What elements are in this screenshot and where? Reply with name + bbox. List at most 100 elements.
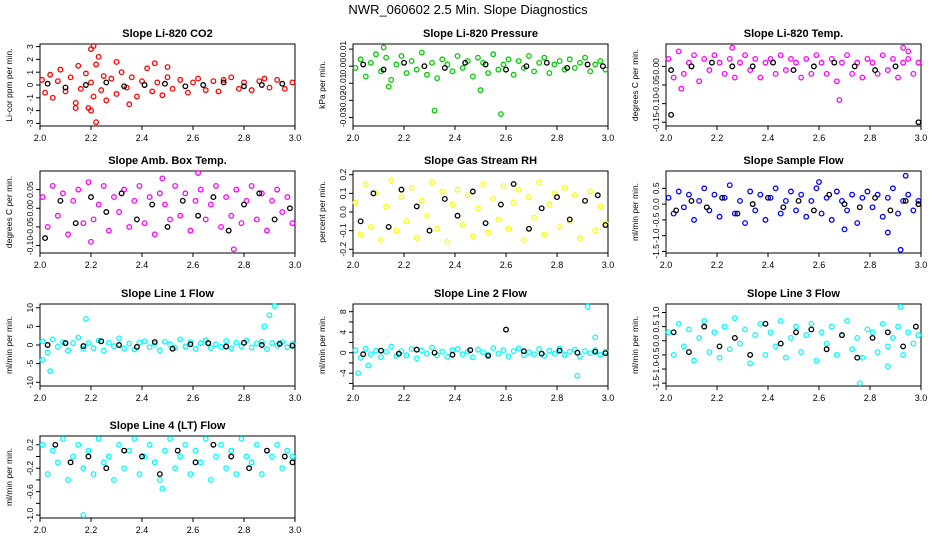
data-point	[716, 59, 723, 66]
data-point	[777, 52, 784, 59]
highlight-point	[523, 63, 530, 70]
data-point	[54, 78, 61, 85]
data-point	[116, 209, 122, 215]
data-point	[731, 74, 738, 81]
data-point	[561, 351, 568, 358]
data-point	[884, 363, 891, 370]
y-tick-label: -0.05	[651, 75, 661, 95]
data-point	[212, 341, 219, 348]
y-tick-label: 0.0	[651, 198, 661, 210]
data-point	[510, 199, 517, 206]
data-point	[367, 223, 374, 230]
data-point	[151, 231, 158, 238]
data-point	[701, 318, 708, 324]
data-point	[141, 453, 148, 460]
highlight-point	[892, 63, 899, 70]
data-point	[762, 216, 769, 223]
highlight-point	[182, 83, 189, 90]
y-tick-label: 0.0	[338, 206, 348, 218]
highlight-point	[52, 441, 59, 448]
data-point	[884, 67, 891, 74]
y-tick-label: 0.5	[651, 182, 661, 194]
data-point	[431, 107, 438, 114]
data-point	[218, 223, 224, 230]
x-tick-label: 2.0	[660, 393, 673, 403]
y-axis-label: degrees C per min.	[630, 49, 640, 121]
data-point	[879, 320, 886, 327]
x-tick-label: 2.4	[449, 260, 462, 270]
highlight-point	[510, 181, 517, 187]
data-point	[526, 53, 532, 59]
highlight-point	[139, 453, 145, 460]
y-tick-label: -3	[25, 119, 35, 127]
data-point	[859, 74, 866, 81]
data-point	[902, 172, 909, 179]
data-point	[551, 61, 558, 68]
highlight-point	[566, 216, 573, 223]
data-point	[429, 59, 435, 66]
chart-panel: Slope Amb. Box Temp. 2.0 2.2 2.4 2.6 2.8 3.0 -0…	[4, 155, 301, 270]
highlight-point	[688, 198, 695, 204]
data-point	[798, 349, 805, 356]
data-point	[808, 198, 815, 204]
y-tick-label: -5	[25, 360, 35, 368]
highlight-point	[469, 188, 476, 195]
data-point	[836, 96, 843, 103]
data-point	[418, 347, 425, 354]
highlight-point	[673, 207, 680, 214]
highlight-point	[497, 201, 504, 208]
data-point	[72, 105, 79, 112]
highlight-point	[195, 212, 202, 219]
x-tick-label: 2.4	[762, 393, 775, 403]
data-point	[602, 220, 609, 227]
data-point	[373, 347, 379, 354]
x-tick-label: 2.2	[711, 393, 724, 403]
highlight-point	[380, 66, 387, 73]
data-point	[75, 62, 82, 69]
highlight-point	[703, 204, 710, 211]
data-point	[398, 194, 405, 201]
data-point	[72, 99, 79, 106]
data-point	[274, 76, 281, 83]
highlight-point	[103, 79, 110, 86]
y-tick-label: -0.1	[338, 223, 348, 238]
data-point	[95, 435, 102, 442]
data-point	[192, 345, 199, 352]
data-point	[258, 338, 265, 345]
data-point	[464, 192, 471, 199]
x-tick-label: 3.0	[602, 133, 615, 143]
data-point	[151, 60, 158, 67]
data-point	[164, 64, 171, 71]
x-tick-label: 2.0	[34, 260, 47, 270]
data-point	[490, 51, 497, 58]
data-point	[536, 59, 543, 66]
data-point	[80, 512, 87, 519]
y-tick-label: 0.1	[338, 187, 348, 199]
x-tick-label: 2.8	[551, 260, 564, 270]
y-tick-label: -0.02	[338, 90, 348, 110]
x-tick-label: 2.8	[238, 133, 251, 143]
data-point	[271, 303, 278, 309]
data-point	[566, 56, 573, 63]
data-point	[202, 87, 209, 94]
highlight-point	[526, 225, 532, 232]
data-point	[665, 194, 672, 201]
data-point	[100, 459, 107, 466]
data-point	[151, 340, 158, 347]
highlight-point	[574, 349, 581, 356]
data-point	[197, 186, 204, 193]
y-tick-label: -1.5	[651, 244, 661, 259]
data-point	[136, 339, 143, 346]
data-point	[777, 318, 784, 324]
data-point	[126, 340, 133, 347]
data-point	[248, 182, 255, 189]
data-point	[772, 70, 779, 77]
data-point	[75, 441, 82, 448]
y-tick-label: 0.05	[25, 181, 35, 198]
data-point	[818, 210, 825, 217]
x-tick-label: 2.6	[500, 133, 513, 143]
highlight-point	[839, 332, 845, 339]
highlight-point	[241, 83, 247, 90]
highlight-point	[141, 82, 148, 88]
